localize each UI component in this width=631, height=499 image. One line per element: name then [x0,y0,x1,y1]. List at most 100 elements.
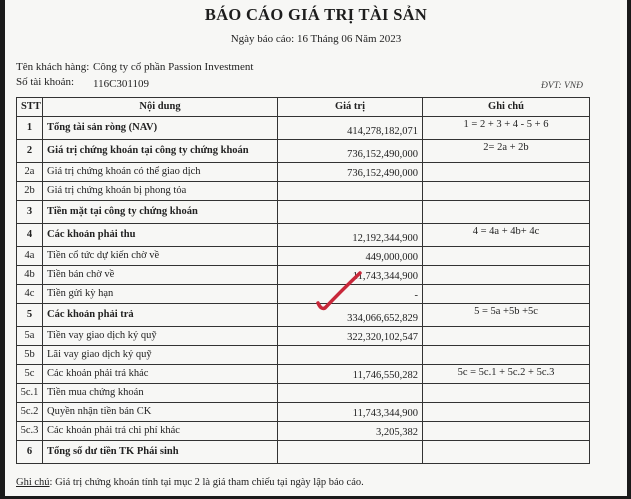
cell-content: Tổng số dư tiền TK Phái sinh [42,440,278,464]
table-row: 4b Tiền bán chờ về 11,743,344,900 [16,265,590,285]
cell-stt: 4 [16,223,43,247]
currency-unit: ĐVT: VNĐ [541,81,583,91]
cell-stt: 4a [16,246,43,266]
cell-content: Lãi vay giao dịch ký quỹ [42,345,278,365]
cell-note [422,181,590,201]
cell-value [277,200,423,224]
cell-content: Tiền gửi kỳ hạn [42,284,278,304]
customer-label: Tên khách hàng: [16,61,90,73]
cell-note [422,440,590,464]
cell-stt: 5c [16,364,43,384]
cell-value [277,345,423,365]
cell-content: Các khoản phải trả khác [42,364,278,384]
cell-stt: 5c.2 [16,402,43,422]
cell-value: 12,192,344,900 [277,223,423,247]
asset-table: STT Nội dung Giá trị Ghi chú 1 Tổng tài s… [16,97,590,464]
cell-stt: 5c.1 [16,383,43,403]
cell-content: Tiền bán chờ về [42,265,278,285]
cell-content: Tổng tài sản ròng (NAV) [42,116,278,140]
cell-value: 11,743,344,900 [277,265,423,285]
cell-note: 1 = 2 + 3 + 4 - 5 + 6 [422,116,590,140]
table-row: 5 Các khoản phải trả 334,066,652,829 5 = 5a… [16,303,590,327]
cell-stt: 3 [16,200,43,224]
cell-stt: 2 [16,139,43,163]
table-row: 5c.1 Tiền mua chứng khoán [16,383,590,403]
table-row: 1 Tổng tài sản ròng (NAV) 414,278,182,071 1… [16,116,590,140]
table-row: 4c Tiền gửi kỳ hạn - [16,284,590,304]
cell-stt: 1 [16,116,43,140]
cell-note [422,265,590,285]
cell-note: 2= 2a + 2b [422,139,590,163]
cell-value: 334,066,652,829 [277,303,423,327]
cell-note [422,421,590,441]
table-header: STT Nội dung Giá trị Ghi chú [16,97,590,117]
cell-value: 3,205,382 [277,421,423,441]
cell-value: 322,320,102,547 [277,326,423,346]
table-row: 3 Tiền mặt tại công ty chứng khoán [16,200,590,224]
report-body: STT Nội dung Giá trị Ghi chú 1 Tổng tài s… [16,97,594,489]
cell-note [422,162,590,182]
header-stt: STT [16,97,43,117]
cell-stt: 5c.3 [16,421,43,441]
table-row: 5a Tiền vay giao dịch ký quỹ 322,320,102,5… [16,326,590,346]
header-note: Ghi chú [422,97,590,117]
cell-value: 736,152,490,000 [277,162,423,182]
header-value: Giá trị [277,97,423,117]
cell-note: 5 = 5a +5b +5c [422,303,590,327]
cell-content: Tiền cổ tức dự kiến chờ về [42,246,278,266]
cell-value: 449,000,000 [277,246,423,266]
cell-content: Tiền vay giao dịch ký quỹ [42,326,278,346]
cell-stt: 4b [16,265,43,285]
footnote: Ghi chú: Giá trị chứng khoán tính tại mụ… [16,476,594,489]
cell-stt: 4c [16,284,43,304]
cell-value [277,181,423,201]
cell-content: Giá trị chứng khoán bị phong tỏa [42,181,278,201]
footnote-label: Ghi chú [16,477,50,488]
cell-content: Tiền mặt tại công ty chứng khoán [42,200,278,224]
cell-value [277,440,423,464]
cell-content: Giá trị chứng khoán có thể giao dịch [42,162,278,182]
cell-value: - [277,284,423,304]
cell-stt: 5b [16,345,43,365]
cell-content: Các khoản phải trả chi phí khác [42,421,278,441]
cell-note [422,345,590,365]
cell-stt: 2b [16,181,43,201]
table-row: 2 Giá trị chứng khoán tại công ty chứng k… [16,139,590,163]
cell-content: Các khoản phải trả [42,303,278,327]
table-row: 5c.3 Các khoản phải trả chi phí khác 3,205… [16,421,590,441]
report-date: Ngày báo cáo: 16 Tháng 06 Năm 2023 [230,33,402,45]
account-label: Số tài khoản: [16,76,75,88]
cell-note [422,383,590,403]
cell-content: Quyền nhận tiền bán CK [42,402,278,422]
table-row: 5b Lãi vay giao dịch ký quỹ [16,345,590,365]
header-content: Nội dung [42,97,278,117]
cell-stt: 6 [16,440,43,464]
customer-value: Công ty cổ phần Passion Investment [93,61,254,73]
cell-stt: 2a [16,162,43,182]
cell-value: 11,743,344,900 [277,402,423,422]
document-page: BÁO CÁO GIÁ TRỊ TÀI SẢN Ngày báo cáo: 16… [5,0,627,496]
cell-stt: 5 [16,303,43,327]
account-value: 116C301109 [93,78,150,90]
cell-value: 736,152,490,000 [277,139,423,163]
cell-content: Tiền mua chứng khoán [42,383,278,403]
cell-content: Các khoản phải thu [42,223,278,247]
cell-note [422,246,590,266]
cell-note: 5c = 5c.1 + 5c.2 + 5c.3 [422,364,590,384]
cell-note [422,284,590,304]
cell-note [422,200,590,224]
report-title: BÁO CÁO GIÁ TRỊ TÀI SẢN [204,5,428,24]
cell-value: 414,278,182,071 [277,116,423,140]
cell-note [422,402,590,422]
cell-note: 4 = 4a + 4b+ 4c [422,223,590,247]
cell-note [422,326,590,346]
cell-value [277,383,423,403]
table-row: 5c Các khoản phải trả khác 11,746,550,282 5… [16,364,590,384]
cell-value: 11,746,550,282 [277,364,423,384]
table-row: 5c.2 Quyền nhận tiền bán CK 11,743,344,900 [16,402,590,422]
footnote-text: : Giá trị chứng khoán tính tại mục 2 là … [49,477,364,488]
table-row: 4 Các khoản phải thu 12,192,344,900 4 = 4a … [16,223,590,247]
cell-content: Giá trị chứng khoán tại công ty chứng kh… [42,139,278,163]
table-row: 2b Giá trị chứng khoán bị phong tỏa [16,181,590,201]
table-row: 2a Giá trị chứng khoán có thể giao dịch 73… [16,162,590,182]
